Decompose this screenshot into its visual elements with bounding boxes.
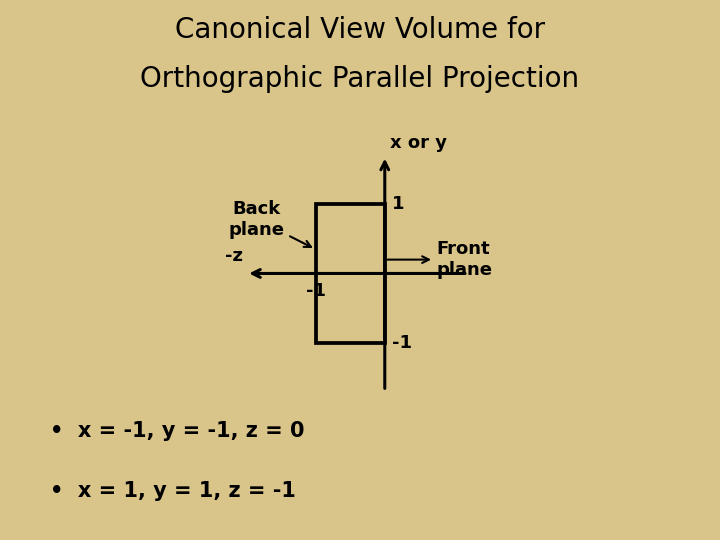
Text: •  x = 1, y = 1, z = -1: • x = 1, y = 1, z = -1: [50, 481, 296, 501]
Text: Back
plane: Back plane: [229, 200, 311, 247]
Text: x or y: x or y: [390, 134, 447, 152]
Text: •  x = -1, y = -1, z = 0: • x = -1, y = -1, z = 0: [50, 421, 305, 441]
Text: -1: -1: [392, 334, 412, 352]
Text: Front
plane: Front plane: [387, 240, 492, 279]
Bar: [315, 204, 384, 343]
Text: 1: 1: [392, 195, 404, 213]
Text: -1: -1: [305, 282, 325, 300]
Text: -z: -z: [225, 247, 243, 265]
Text: Canonical View Volume for: Canonical View Volume for: [175, 16, 545, 44]
Text: Orthographic Parallel Projection: Orthographic Parallel Projection: [140, 65, 580, 93]
